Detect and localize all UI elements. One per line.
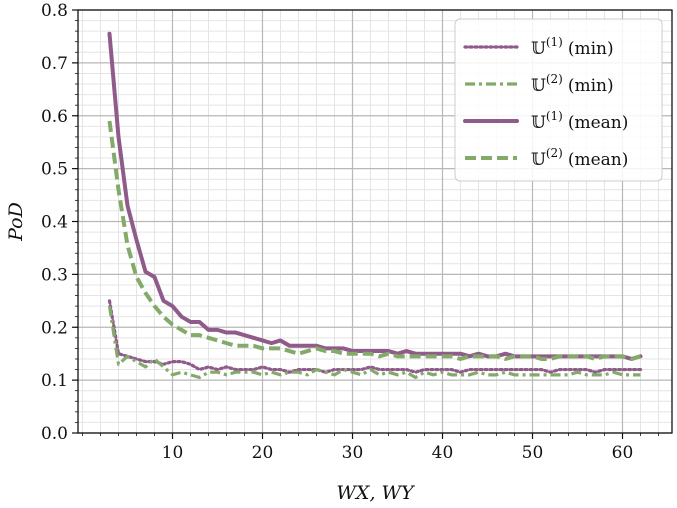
legend-label-0: 𝕌(1) (min) bbox=[531, 35, 614, 59]
series-line-1 bbox=[107, 305, 641, 380]
x-tick-label: 20 bbox=[252, 443, 274, 463]
axis-ticks bbox=[72, 9, 659, 439]
x-tick-label: 50 bbox=[522, 443, 544, 463]
y-tick-label: 0.5 bbox=[41, 160, 68, 180]
legend-box bbox=[454, 18, 663, 182]
x-tick-label: 10 bbox=[162, 443, 184, 463]
y-tick-label: 0.4 bbox=[41, 213, 68, 233]
y-tick-label: 0.6 bbox=[41, 107, 68, 127]
series-line-3 bbox=[107, 120, 642, 361]
x-tick-label: 60 bbox=[612, 443, 634, 463]
y-tick-label: 0.2 bbox=[41, 318, 68, 338]
y-tick-label: 0.0 bbox=[41, 424, 68, 444]
y-tick-label: 0.1 bbox=[41, 371, 68, 391]
legend-label-2: 𝕌(1) (mean) bbox=[531, 109, 628, 133]
legend-label-3: 𝕌(2) (mean) bbox=[531, 146, 628, 170]
x-tick-label: 30 bbox=[342, 443, 364, 463]
x-axis-label: WX, WY bbox=[336, 482, 416, 504]
x-tick-label: 40 bbox=[432, 443, 454, 463]
y-tick-label: 0.7 bbox=[41, 54, 68, 74]
y-axis-label: PoD bbox=[5, 202, 27, 242]
legend-label-1: 𝕌(2) (min) bbox=[531, 72, 614, 96]
series-line-0 bbox=[107, 299, 643, 374]
series-line-2 bbox=[107, 31, 643, 361]
series-layer bbox=[107, 31, 643, 380]
y-tick-label: 0.8 bbox=[41, 1, 68, 21]
axis-tick-labels: 10 20 30 40 50 60 0.0 0.1 0.2 0.3 0.4 0.5 0.6 0.7 0.8 bbox=[41, 1, 633, 463]
y-tick-label: 0.3 bbox=[41, 265, 68, 285]
legend: 𝕌(1) (min) 𝕌(2) (min) 𝕌(1) (mean) 𝕌(2) (mean) bbox=[454, 18, 663, 182]
